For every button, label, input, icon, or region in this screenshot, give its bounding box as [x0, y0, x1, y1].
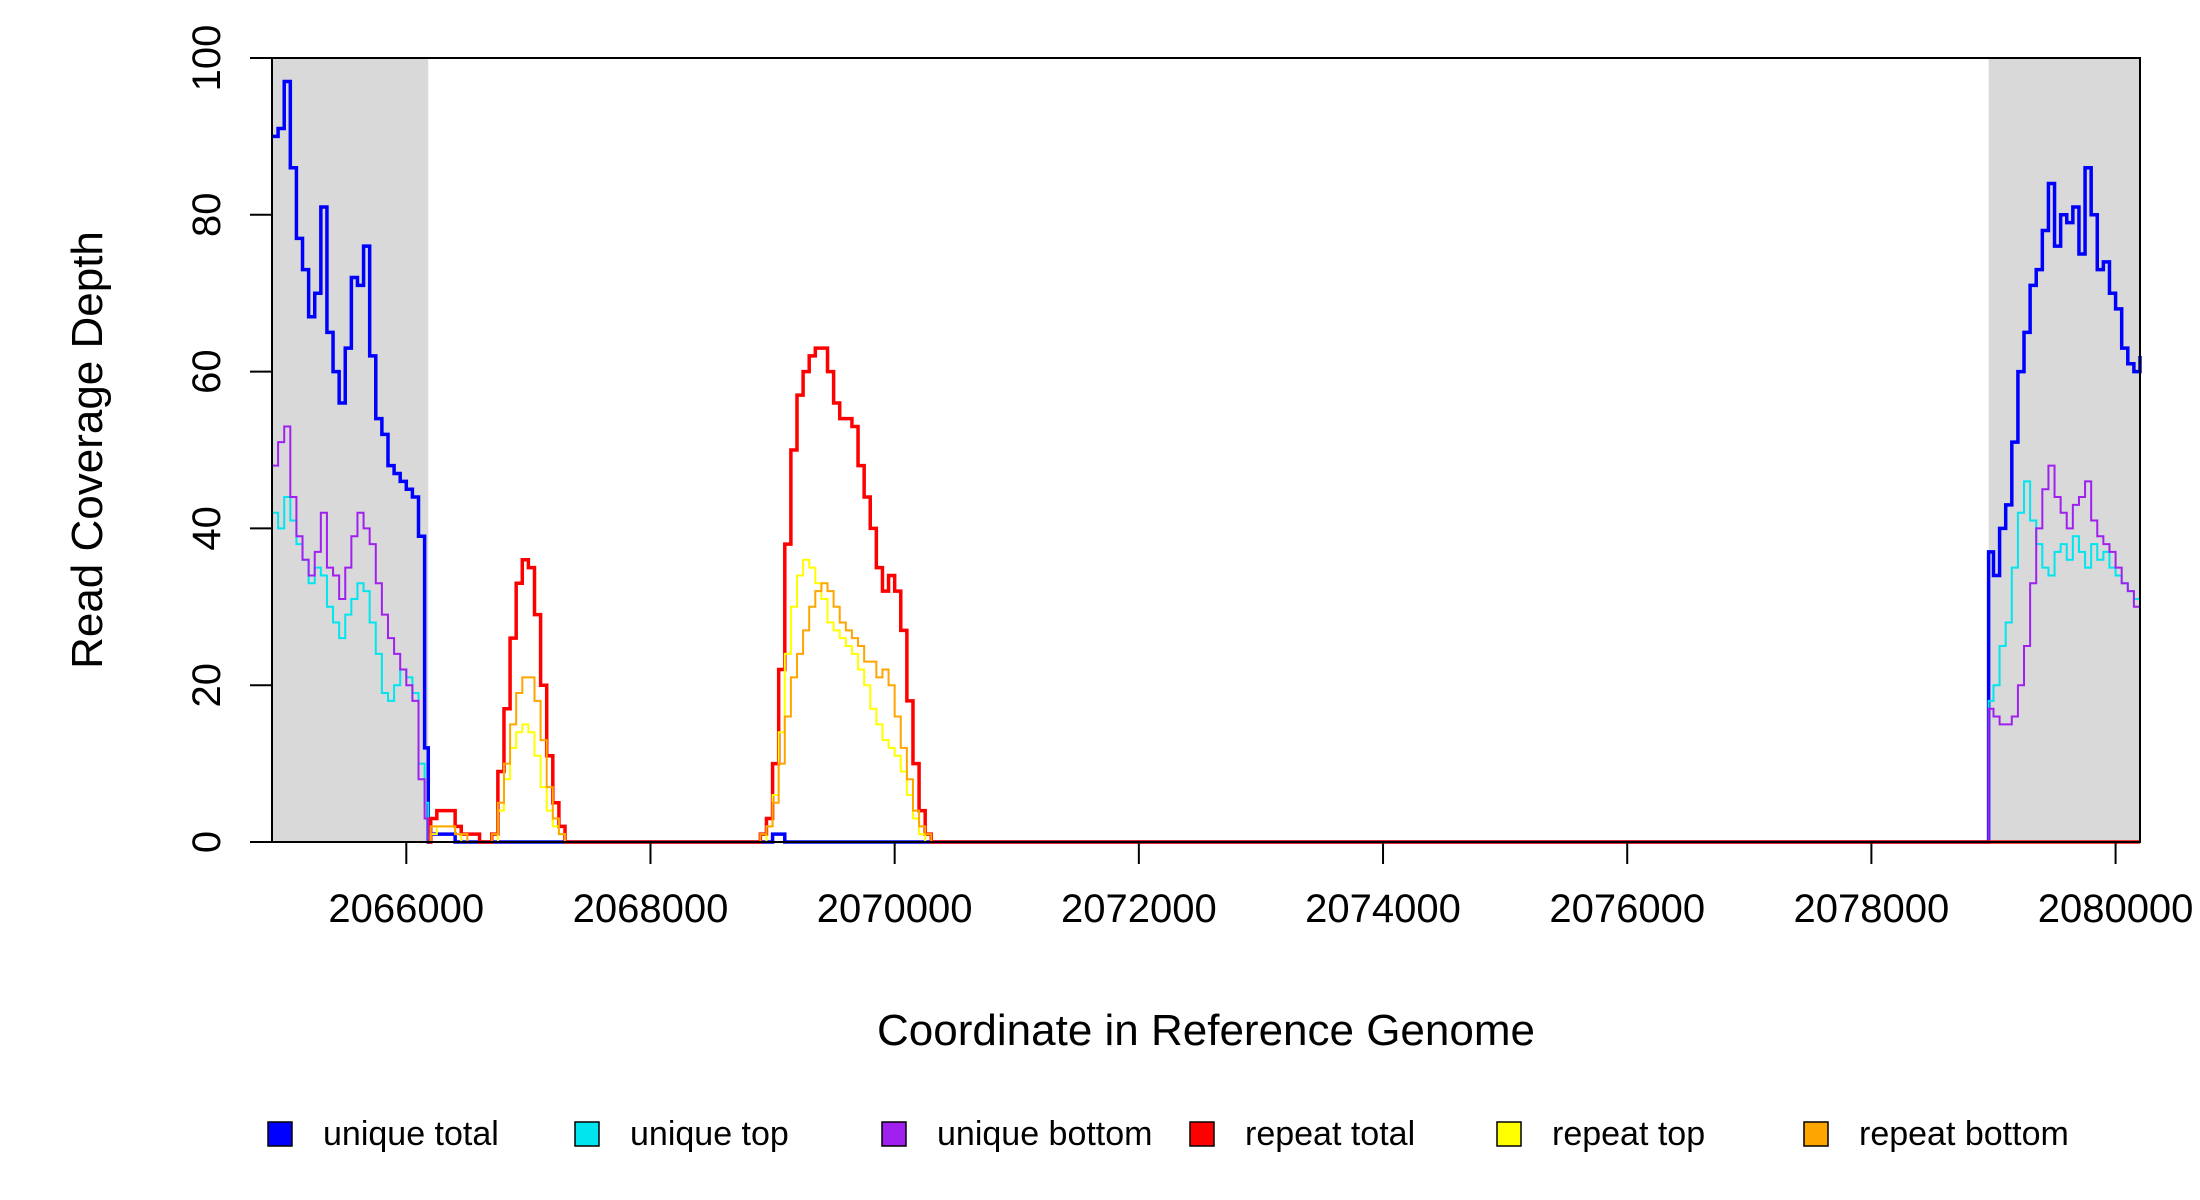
x-tick-label: 2074000 — [1305, 887, 1461, 931]
x-axis-title: Coordinate in Reference Genome — [877, 1006, 1535, 1055]
x-tick-label: 2070000 — [817, 887, 973, 931]
y-axis: 0 20 40 60 80 100 — [185, 25, 272, 853]
x-axis: 2066000 2068000 2070000 2072000 2074000 20760… — [328, 842, 2193, 931]
shaded-region-2 — [1988, 58, 2140, 842]
series-line-repeat-total — [428, 346, 2140, 844]
legend-label-unique-total: unique total — [323, 1115, 499, 1153]
x-tick-label: 2066000 — [328, 887, 484, 931]
legend-label-unique-top: unique top — [630, 1115, 789, 1153]
x-tick-label: 2068000 — [573, 887, 729, 931]
y-tick-label: 0 — [185, 831, 229, 853]
legend-label-unique-bottom: unique bottom — [937, 1115, 1153, 1153]
legend-label-repeat-total: repeat total — [1245, 1115, 1415, 1153]
legend-label-repeat-bottom: repeat bottom — [1859, 1115, 2069, 1153]
legend-swatch-unique-bottom — [881, 1121, 907, 1147]
series-line-repeat-top — [428, 558, 2140, 843]
legend-swatch-unique-total — [267, 1121, 293, 1147]
y-tick-label: 60 — [185, 349, 229, 394]
legend-swatch-unique-top — [574, 1121, 600, 1147]
y-axis-title: Read Coverage Depth — [63, 231, 112, 669]
legend-swatch-repeat-bottom — [1803, 1121, 1829, 1147]
y-tick-label: 100 — [185, 25, 229, 92]
y-tick-label: 20 — [185, 663, 229, 708]
y-tick-label: 80 — [185, 193, 229, 238]
y-tick-label: 40 — [185, 506, 229, 551]
series-lines — [272, 79, 2142, 844]
x-tick-label: 2078000 — [1794, 887, 1950, 931]
shaded-regions — [272, 58, 2140, 842]
legend-swatch-repeat-top — [1496, 1121, 1522, 1147]
legend: unique total unique top unique bottom repea… — [267, 1115, 2069, 1153]
x-tick-label: 2072000 — [1061, 887, 1217, 931]
x-tick-label: 2076000 — [1549, 887, 1705, 931]
legend-label-repeat-top: repeat top — [1552, 1115, 1705, 1153]
legend-swatch-repeat-total — [1189, 1121, 1215, 1147]
plot-frame — [271, 57, 2141, 843]
x-tick-label: 2080000 — [2038, 887, 2194, 931]
series-line-repeat-bottom — [428, 582, 2140, 843]
series-line-unique-total — [272, 79, 2142, 844]
